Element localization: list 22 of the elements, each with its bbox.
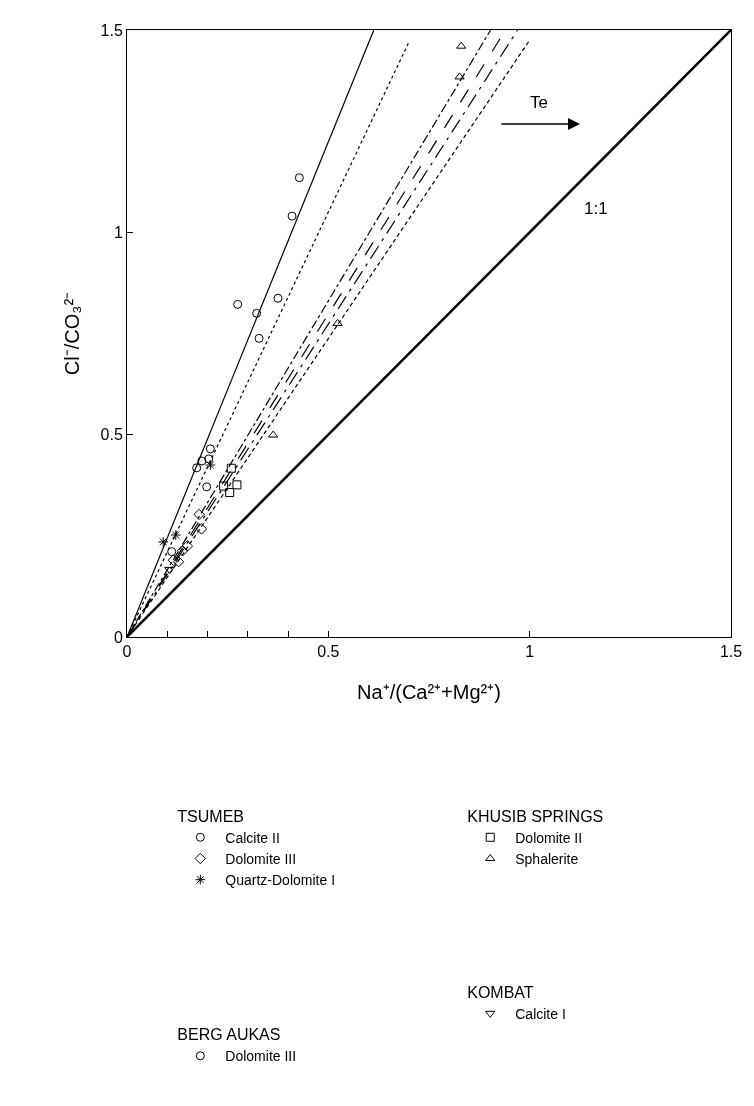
- x-tick-label: 1.5: [719, 643, 743, 661]
- y-axis-title: Cl⁻/CO₃²⁻: [61, 291, 84, 376]
- annotation: Te: [530, 93, 548, 112]
- legend-label: Dolomite III: [225, 850, 297, 867]
- text: KHUSIB SPRINGS: [467, 807, 604, 825]
- y-tick-label: 0.5: [100, 426, 123, 444]
- annotation: 1:1: [584, 199, 608, 218]
- legend-label: Sphalerite: [515, 850, 579, 867]
- text: TSUMEB: [177, 807, 244, 825]
- x-tick-label: 1: [525, 643, 535, 661]
- legend-label: Dolomite III: [225, 1048, 297, 1065]
- legend-label: Calcite II: [225, 829, 280, 846]
- legend-label: Dolomite II: [515, 829, 583, 846]
- y-tick-label: 0: [113, 628, 123, 646]
- text: KOMBAT: [467, 983, 534, 1001]
- legend-label: Quartz-Dolomite I: [225, 872, 336, 889]
- x-axis-title: Na⁺/(Ca²⁺+Mg²⁺): [357, 680, 501, 703]
- y-tick-label: 1.5: [100, 21, 123, 39]
- legend-label: Calcite I: [515, 1005, 566, 1022]
- y-tick-label: 1: [113, 223, 123, 241]
- text: BERG AUKAS: [177, 1026, 281, 1044]
- x-tick-label: 0.5: [317, 643, 340, 661]
